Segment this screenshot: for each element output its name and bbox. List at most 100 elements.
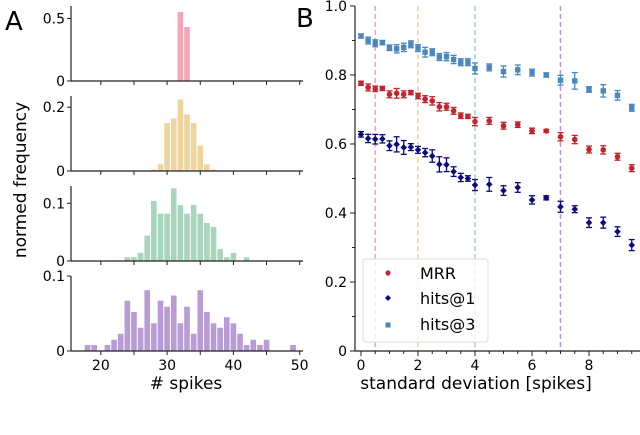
data-point-mrr bbox=[408, 89, 414, 96]
x-tick-label: 50 bbox=[291, 358, 309, 374]
data-point-mrr bbox=[372, 86, 379, 92]
data-point-hits3 bbox=[450, 56, 457, 63]
data-point-hits1 bbox=[450, 168, 457, 175]
histogram-bar bbox=[91, 345, 98, 351]
histogram-bar bbox=[237, 333, 243, 351]
data-point-mrr bbox=[529, 128, 535, 134]
histogram-bar bbox=[151, 201, 157, 261]
histogram-bar bbox=[111, 339, 117, 351]
data-point-mrr bbox=[400, 91, 407, 98]
data-point-hits1 bbox=[614, 228, 621, 235]
data-point-hits1 bbox=[364, 135, 372, 142]
data-point-mrr bbox=[614, 153, 621, 160]
data-point-mrr bbox=[514, 121, 521, 128]
histogram-bar bbox=[184, 27, 190, 81]
data-point-hits3 bbox=[443, 54, 450, 60]
data-point-mrr bbox=[365, 84, 371, 91]
data-point-hits3 bbox=[372, 40, 378, 46]
histogram-bar bbox=[124, 300, 131, 351]
data-point-hits1 bbox=[443, 161, 450, 168]
data-point-hits1 bbox=[379, 135, 386, 143]
data-point-mrr bbox=[436, 103, 443, 110]
data-point-hits1 bbox=[571, 205, 579, 213]
histogram-bar bbox=[157, 213, 164, 261]
data-point-hits1 bbox=[599, 219, 607, 226]
data-point-hits1 bbox=[464, 175, 472, 182]
x-tick-label: 40 bbox=[224, 358, 242, 374]
legend-marker-hits3 bbox=[385, 322, 391, 328]
data-point-hits3 bbox=[543, 72, 549, 78]
x-tick-label: 20 bbox=[92, 358, 110, 374]
panel-a-histograms: 00.500.200.100.120 30 40 50 bbox=[43, 6, 309, 374]
data-point-mrr bbox=[486, 118, 493, 124]
data-point-hits3 bbox=[557, 77, 564, 83]
histogram-bar bbox=[151, 169, 157, 171]
histogram-bar bbox=[104, 345, 111, 351]
data-point-hits3 bbox=[472, 65, 478, 72]
data-point-hits3 bbox=[422, 49, 428, 55]
data-point-hits3 bbox=[365, 37, 371, 44]
legend-marker-mrr bbox=[385, 270, 391, 276]
data-point-hits1 bbox=[436, 161, 443, 168]
histogram-bar bbox=[170, 188, 177, 261]
data-point-mrr bbox=[557, 133, 564, 140]
data-point-hits3 bbox=[572, 78, 578, 84]
histogram-bar bbox=[144, 235, 151, 261]
histogram-bar bbox=[257, 345, 263, 351]
histogram-bar bbox=[177, 205, 184, 261]
y-tick-label: 0.4 bbox=[325, 206, 347, 222]
y-tick-label: 1.0 bbox=[325, 0, 347, 15]
histogram-bar bbox=[223, 257, 230, 261]
data-point-hits1 bbox=[528, 196, 536, 204]
histogram-bar bbox=[197, 213, 204, 261]
histogram-bar bbox=[184, 306, 190, 351]
data-point-hits1 bbox=[414, 146, 422, 154]
data-point-hits1 bbox=[471, 181, 479, 189]
legend-label-mrr: MRR bbox=[420, 264, 456, 283]
histogram-bar bbox=[170, 295, 177, 351]
y-tick-label: 0 bbox=[56, 74, 65, 90]
data-point-mrr bbox=[386, 91, 393, 98]
histogram-bar bbox=[177, 99, 184, 171]
histogram-bar bbox=[230, 252, 237, 261]
histogram-bar bbox=[177, 323, 184, 351]
histogram-bar bbox=[217, 248, 223, 261]
histogram-bar bbox=[230, 323, 237, 351]
histogram-bar bbox=[164, 306, 170, 351]
histogram-bar bbox=[137, 252, 144, 261]
data-point-mrr bbox=[443, 103, 450, 110]
panel-a-x-axis-label: # spikes bbox=[150, 374, 223, 394]
y-tick-label: 0 bbox=[56, 254, 65, 270]
data-point-hits3 bbox=[465, 59, 471, 65]
data-point-mrr bbox=[500, 122, 507, 129]
data-point-mrr bbox=[457, 112, 464, 119]
data-point-mrr bbox=[628, 165, 635, 171]
data-point-hits3 bbox=[393, 46, 400, 52]
data-point-hits3 bbox=[515, 67, 521, 73]
y-tick-label: 0.1 bbox=[43, 269, 65, 285]
data-point-hits3 bbox=[486, 64, 492, 71]
x-tick-label: 6 bbox=[528, 358, 537, 374]
histogram-bar bbox=[204, 312, 210, 351]
data-point-hits3 bbox=[500, 68, 507, 75]
y-tick-label: 0 bbox=[338, 344, 347, 360]
data-point-hits1 bbox=[407, 143, 415, 151]
histogram-bar bbox=[151, 323, 157, 351]
data-point-hits1 bbox=[628, 241, 636, 249]
data-point-mrr bbox=[429, 98, 436, 104]
histogram-bar bbox=[197, 290, 204, 351]
x-tick-label: 4 bbox=[471, 358, 480, 374]
y-tick-label: 0.2 bbox=[325, 275, 347, 291]
data-point-hits3 bbox=[386, 45, 393, 51]
data-point-hits1 bbox=[371, 135, 379, 143]
histogram-bar bbox=[144, 290, 151, 351]
y-tick-label: 0 bbox=[56, 344, 65, 360]
histogram-bar bbox=[210, 323, 217, 351]
histogram-bar bbox=[177, 12, 184, 81]
data-point-hits3 bbox=[408, 41, 414, 47]
legend: MRR hits@1 hits@3 bbox=[362, 258, 489, 343]
data-point-hits3 bbox=[629, 105, 635, 111]
legend-marker-hits1 bbox=[385, 295, 391, 301]
histogram-bar bbox=[210, 226, 217, 261]
